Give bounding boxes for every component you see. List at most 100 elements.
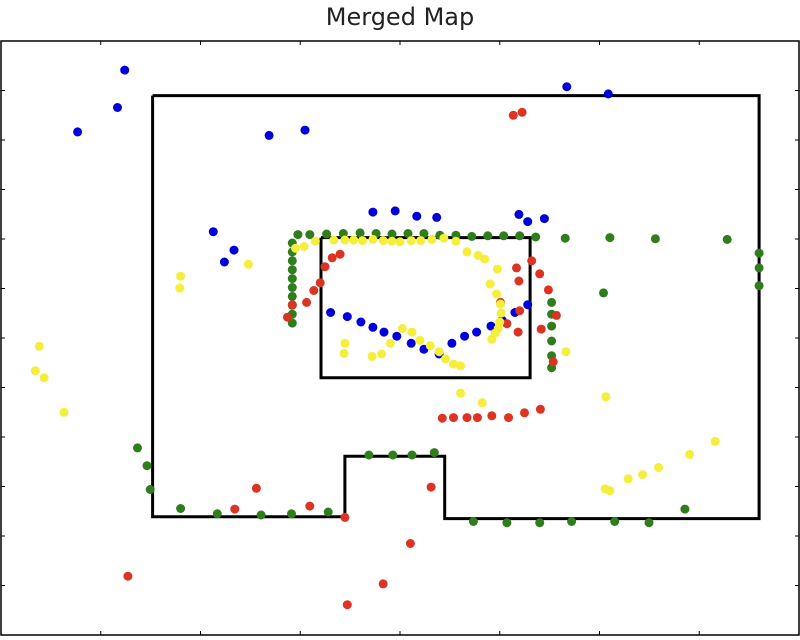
data-point [397, 324, 407, 333]
data-point [547, 297, 557, 307]
data-point [419, 229, 429, 238]
data-point [243, 259, 253, 269]
data-point [685, 449, 695, 459]
data-point [305, 501, 315, 511]
data-point [551, 310, 561, 320]
data-point [251, 483, 261, 493]
data-point [601, 392, 611, 402]
data-point [535, 269, 545, 279]
data-point [113, 103, 122, 112]
data-point [523, 217, 533, 227]
data-point [368, 234, 378, 244]
data-point [567, 517, 577, 526]
data-point [349, 235, 359, 245]
data-point [610, 517, 620, 526]
data-point [329, 235, 339, 245]
data-point [513, 327, 523, 337]
data-point [543, 285, 553, 295]
data-point [536, 324, 546, 334]
data-point [434, 347, 444, 357]
data-point [654, 463, 664, 472]
data-point [339, 348, 349, 358]
data-point [508, 110, 518, 120]
data-point [547, 321, 557, 331]
data-point [472, 413, 482, 423]
data-point [605, 233, 615, 243]
data-point [437, 413, 447, 423]
data-point [379, 327, 389, 337]
data-point [416, 236, 426, 246]
data-point [378, 579, 388, 589]
data-point [425, 341, 435, 351]
data-point [287, 300, 297, 310]
data-point [302, 297, 312, 307]
data-point [415, 335, 425, 345]
data-point [256, 510, 266, 520]
data-point [492, 289, 502, 299]
data-point [603, 89, 613, 99]
inner-wall-line [319, 236, 532, 380]
data-point [449, 359, 458, 369]
data-point [520, 408, 529, 418]
data-point [287, 274, 297, 284]
data-point [335, 249, 345, 259]
data-point [120, 65, 130, 75]
data-point [315, 278, 325, 288]
data-point [327, 253, 337, 263]
data-point [460, 331, 470, 341]
data-point [754, 248, 764, 258]
data-point [477, 398, 487, 408]
data-point [358, 236, 367, 246]
data-point [754, 263, 764, 273]
data-point [468, 517, 478, 526]
data-point [30, 366, 40, 376]
data-point [623, 474, 633, 484]
data-point [514, 276, 524, 286]
data-point [638, 470, 648, 480]
data-point [356, 317, 366, 327]
data-point [387, 236, 397, 246]
data-point [73, 127, 83, 137]
data-point [377, 349, 387, 359]
data-point [392, 331, 402, 341]
data-point [388, 450, 398, 460]
data-point [412, 211, 422, 221]
data-point [492, 264, 502, 274]
data-point [486, 321, 496, 331]
data-point [208, 227, 218, 237]
data-point [212, 509, 222, 519]
data-point [535, 518, 545, 528]
data-point [539, 214, 549, 224]
chart-title: Merged Map [325, 3, 475, 31]
data-point [487, 411, 497, 421]
data-point [485, 279, 495, 289]
data-point [340, 235, 350, 245]
data-point [145, 485, 155, 494]
data-point [322, 229, 332, 239]
data-point [39, 373, 49, 383]
data-point [287, 291, 297, 301]
data-point [403, 229, 413, 238]
data-point [406, 338, 416, 348]
data-point [407, 450, 417, 460]
data-point [326, 308, 336, 317]
axis-ticks [0, 40, 800, 636]
data-point [754, 281, 764, 291]
data-point [561, 347, 571, 357]
data-point [323, 507, 333, 517]
data-point [462, 413, 472, 423]
data-point [480, 254, 490, 264]
data-point [407, 327, 417, 337]
data-point [340, 512, 350, 522]
data-point [299, 242, 309, 251]
data-point [406, 236, 416, 246]
data-point [310, 236, 320, 246]
data-point [487, 334, 497, 344]
data-point [175, 283, 185, 293]
data-point [483, 231, 493, 241]
data-point [355, 228, 365, 238]
data-point [456, 388, 466, 398]
data-point [467, 231, 477, 241]
data-point [504, 413, 513, 423]
data-point [342, 600, 352, 610]
